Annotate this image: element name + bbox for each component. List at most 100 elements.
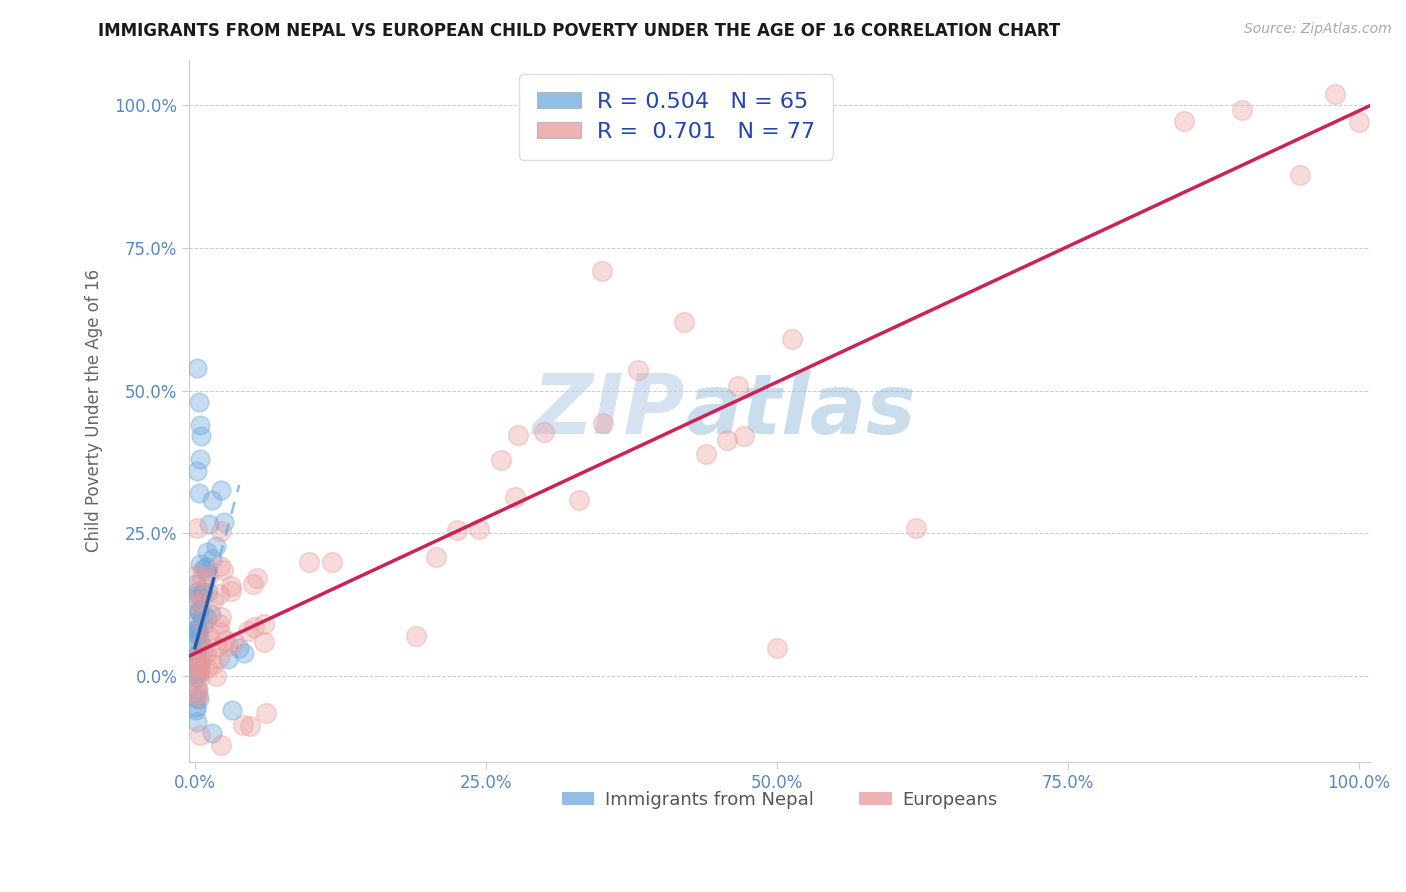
Text: atlas: atlas: [685, 370, 915, 451]
Point: [672, 315, 695, 329]
Point: [188, 630, 211, 644]
Text: Source: ZipAtlas.com: Source: ZipAtlas.com: [1244, 22, 1392, 37]
Point: [184, 632, 207, 647]
Point: [298, 555, 321, 569]
Point: [232, 646, 254, 660]
Point: [446, 523, 468, 537]
Point: [782, 332, 804, 346]
Text: IMMIGRANTS FROM NEPAL VS EUROPEAN CHILD POVERTY UNDER THE AGE OF 16 CORRELATION : IMMIGRANTS FROM NEPAL VS EUROPEAN CHILD …: [98, 22, 1060, 40]
Point: [186, 626, 208, 640]
Point: [187, 658, 209, 673]
Point: [184, 691, 207, 706]
Point: [198, 630, 221, 644]
Point: [195, 565, 218, 579]
Point: [188, 658, 211, 673]
Point: [187, 689, 209, 703]
Point: [191, 585, 214, 599]
Point: [228, 640, 250, 655]
Point: [207, 587, 229, 601]
Point: [187, 395, 209, 409]
Point: [195, 647, 218, 661]
Point: [186, 648, 208, 662]
Point: [253, 634, 276, 648]
Point: [187, 621, 209, 635]
Point: [193, 562, 215, 576]
Text: ZIP: ZIP: [533, 370, 685, 451]
Point: [716, 433, 738, 447]
Point: [187, 692, 209, 706]
Point: [188, 452, 211, 467]
Point: [194, 559, 217, 574]
Point: [187, 666, 209, 681]
Point: [188, 727, 211, 741]
Point: [191, 607, 214, 622]
Point: [195, 545, 218, 559]
Point: [186, 614, 208, 628]
Point: [190, 655, 212, 669]
Point: [202, 594, 225, 608]
Point: [188, 650, 211, 665]
Point: [187, 658, 209, 673]
Point: [201, 726, 224, 740]
Point: [186, 687, 208, 701]
Point: [197, 585, 219, 599]
Point: [186, 714, 208, 729]
Point: [186, 464, 208, 478]
Point: [186, 360, 208, 375]
Point: [186, 567, 208, 582]
Point: [627, 362, 650, 376]
Point: [468, 522, 491, 536]
Point: [1173, 113, 1195, 128]
Point: [193, 587, 215, 601]
Point: [766, 640, 789, 655]
Point: [727, 378, 749, 392]
Point: [184, 648, 207, 662]
Point: [425, 550, 447, 565]
Point: [197, 569, 219, 583]
Point: [321, 556, 343, 570]
Point: [253, 617, 276, 632]
Point: [187, 627, 209, 641]
Point: [221, 703, 243, 717]
Point: [187, 634, 209, 648]
Point: [1232, 103, 1254, 117]
Point: [187, 588, 209, 602]
Point: [190, 639, 212, 653]
Point: [195, 611, 218, 625]
Point: [186, 655, 208, 669]
Point: [503, 490, 526, 504]
Point: [242, 577, 264, 591]
Point: [1347, 114, 1369, 128]
Legend: Immigrants from Nepal, Europeans: Immigrants from Nepal, Europeans: [554, 783, 1005, 816]
Point: [186, 654, 208, 668]
Point: [209, 624, 232, 639]
Point: [186, 703, 208, 717]
Point: [184, 667, 207, 681]
Point: [205, 640, 228, 654]
Point: [188, 665, 211, 679]
Point: [243, 620, 266, 634]
Point: [219, 579, 242, 593]
Point: [212, 515, 235, 529]
Point: [568, 493, 591, 508]
Point: [184, 622, 207, 636]
Point: [188, 659, 211, 673]
Point: [187, 624, 209, 638]
Point: [186, 657, 208, 672]
Point: [533, 425, 555, 439]
Point: [201, 492, 224, 507]
Point: [187, 486, 209, 500]
Point: [186, 597, 208, 611]
Point: [209, 558, 232, 573]
Point: [191, 570, 214, 584]
Point: [222, 635, 245, 649]
Point: [191, 618, 214, 632]
Y-axis label: Child Poverty Under the Age of 16: Child Poverty Under the Age of 16: [86, 269, 103, 552]
Point: [190, 594, 212, 608]
Point: [191, 616, 214, 631]
Point: [187, 604, 209, 618]
Point: [202, 657, 225, 672]
Point: [211, 563, 233, 577]
Point: [195, 660, 218, 674]
Point: [208, 617, 231, 632]
